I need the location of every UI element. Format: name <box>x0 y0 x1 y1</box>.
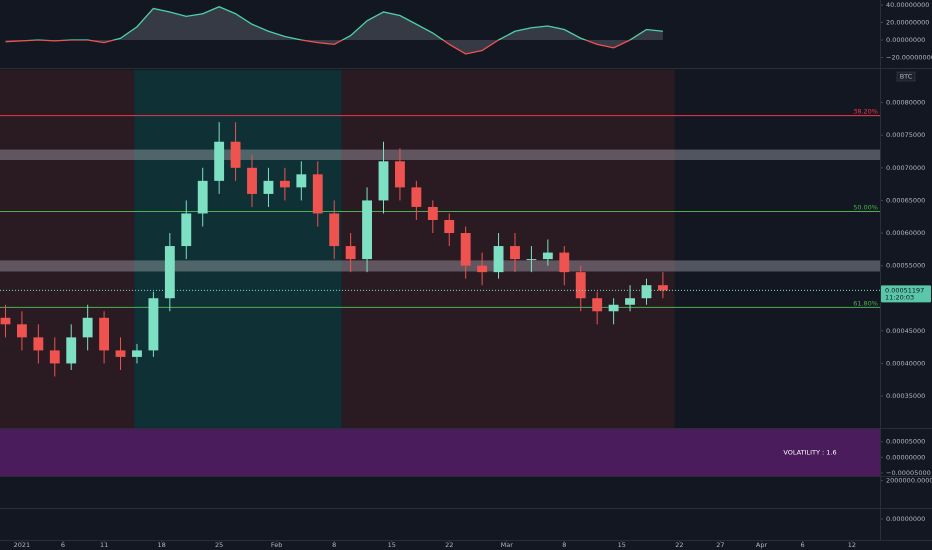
candle-body <box>608 304 619 312</box>
x-tick-label: 22 <box>675 541 683 549</box>
candle-body <box>411 187 422 207</box>
candle-body <box>625 298 635 305</box>
oscillator-line <box>5 39 632 55</box>
oscillator-line <box>26 6 663 40</box>
candle-body <box>279 180 290 188</box>
candle-body <box>460 233 471 266</box>
y-tick-label: 0.00065000 <box>886 196 925 204</box>
y-tick-label: 0.00005000 <box>886 438 925 446</box>
x-tick-label: 8 <box>562 541 566 549</box>
candle-body <box>263 180 274 194</box>
candle-body <box>427 206 438 220</box>
x-tick-label: 6 <box>801 541 805 549</box>
x-tick-label: 12 <box>848 541 856 549</box>
candle-body <box>312 174 323 214</box>
y-tick-label: 0.00035000 <box>886 392 925 400</box>
fib-label: 38.20% <box>853 108 878 116</box>
candle-body <box>378 161 389 201</box>
range-band <box>0 260 880 272</box>
pane-background <box>0 429 880 476</box>
candle-body <box>0 317 11 325</box>
candle-body <box>641 285 652 299</box>
y-tick-label: 0.00060000 <box>886 229 925 237</box>
candle-body <box>16 324 27 338</box>
y-tick-label: 0.00055000 <box>886 262 925 270</box>
y-tick-label: 0.00000000 <box>886 36 925 44</box>
y-tick-label: 0.00040000 <box>886 359 925 367</box>
candle-body <box>395 161 405 188</box>
y-tick-label: −20.00000000 <box>886 53 932 61</box>
y-tick-label: 0.00070000 <box>886 164 925 172</box>
x-tick-label: 8 <box>332 541 336 549</box>
fib-label: 50.00% <box>853 204 878 212</box>
y-tick-label: 0.00045000 <box>886 327 925 335</box>
range-band <box>0 149 880 160</box>
y-tick-label: 20.00000000 <box>886 18 929 26</box>
y-tick-label: 0.00075000 <box>886 131 925 139</box>
candle-body <box>592 298 603 312</box>
x-tick-label: 22 <box>445 541 453 549</box>
x-tick-label: Feb <box>271 541 283 549</box>
x-tick-label: 25 <box>215 541 223 549</box>
y-tick-label: 40.00000000 <box>886 1 929 9</box>
countdown-label: 11:20:03 <box>885 293 914 301</box>
candle-body <box>148 298 159 351</box>
zone <box>341 70 675 428</box>
oscillator-area <box>5 6 663 54</box>
candle-body <box>362 200 372 260</box>
x-tick-label: 15 <box>618 541 626 549</box>
candle-body <box>526 259 537 261</box>
candle-body <box>559 252 570 273</box>
candle-body <box>99 317 110 351</box>
last-price-label: 0.00051197 <box>885 286 924 294</box>
candle-body <box>296 174 307 188</box>
last-price-box <box>881 285 931 303</box>
fib-label: 61.80% <box>853 299 878 307</box>
candle-body <box>181 213 192 247</box>
candle-body <box>247 167 257 194</box>
candle-body <box>477 265 488 273</box>
candle-body <box>345 246 356 260</box>
candle-body <box>493 246 504 273</box>
candle-body <box>82 317 93 338</box>
candle-body <box>214 141 225 181</box>
y-tick-label: 0.00000000 <box>886 453 925 461</box>
candle-body <box>230 141 241 168</box>
candle-body <box>49 350 60 364</box>
x-tick-label: 18 <box>157 541 165 549</box>
symbol-label: BTC <box>900 73 913 81</box>
candle-body <box>575 272 586 299</box>
candle-body <box>329 213 340 247</box>
zone <box>0 70 135 428</box>
x-tick-label: 27 <box>716 541 724 549</box>
candle-body <box>164 246 175 299</box>
x-tick-label: 11 <box>100 541 108 549</box>
symbol-box <box>896 71 916 82</box>
candle-body <box>33 337 44 351</box>
x-tick-label: 2021 <box>14 541 31 549</box>
candle-body <box>657 285 668 291</box>
y-tick-label: 2000000.00000000 <box>886 477 932 485</box>
x-tick-label: Apr <box>756 541 768 549</box>
x-tick-label: Mar <box>501 541 514 549</box>
y-tick-label: 0.00080000 <box>886 99 925 107</box>
y-tick-label: −0.00005000 <box>886 469 931 477</box>
candle-body <box>542 252 553 260</box>
candle-body <box>197 180 208 214</box>
candle-body <box>510 246 520 260</box>
candle-body <box>132 350 142 357</box>
candle-body <box>115 350 126 357</box>
annotation: VOLATILITY : 1.6 <box>783 449 836 457</box>
y-tick-label: 0.00000000 <box>886 515 925 523</box>
candle-body <box>444 219 455 234</box>
candle-body <box>66 337 77 364</box>
x-tick-label: 15 <box>388 541 396 549</box>
x-tick-label: 6 <box>61 541 65 549</box>
